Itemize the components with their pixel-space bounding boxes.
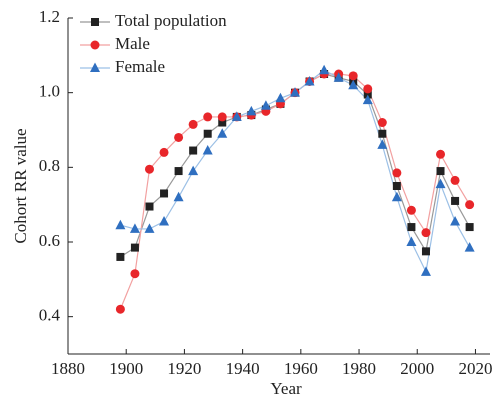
marker-square — [392, 182, 401, 190]
marker-triangle — [115, 219, 126, 230]
marker-circle — [363, 84, 373, 94]
marker-triangle — [246, 105, 257, 116]
marker-square — [465, 223, 474, 232]
marker-circle — [90, 40, 100, 50]
marker-triangle — [275, 92, 286, 103]
y-tick-label: 1.0 — [39, 82, 60, 101]
marker-square — [160, 189, 169, 198]
marker-circle — [392, 168, 402, 178]
marker-triangle — [202, 145, 213, 155]
marker-square — [174, 167, 183, 176]
y-tick-label: 1.2 — [39, 7, 60, 26]
x-tick-label: 1980 — [342, 359, 376, 378]
marker-circle — [406, 205, 416, 215]
marker-circle — [217, 112, 227, 122]
y-tick-label: 0.4 — [39, 306, 61, 325]
marker-square — [363, 90, 372, 99]
marker-triangle — [290, 87, 301, 97]
marker-square — [407, 223, 416, 232]
legend-label: Female — [115, 57, 165, 76]
marker-square — [451, 196, 460, 205]
marker-circle — [188, 119, 198, 129]
x-tick-label: 1900 — [109, 359, 143, 378]
legend-label: Male — [115, 34, 150, 53]
marker-triangle — [304, 75, 315, 86]
marker-circle — [377, 118, 387, 128]
marker-circle — [130, 269, 140, 279]
x-tick-label: 1960 — [284, 359, 318, 378]
marker-triangle — [173, 191, 184, 202]
marker-triangle — [188, 165, 199, 176]
marker-triangle — [260, 100, 271, 110]
marker-circle — [174, 132, 184, 142]
marker-triangle — [450, 215, 461, 226]
marker-circle — [436, 149, 446, 159]
x-tick-label: 2020 — [458, 359, 492, 378]
marker-circle — [450, 175, 460, 185]
marker-triangle — [333, 72, 344, 82]
marker-triangle — [377, 139, 388, 149]
marker-triangle — [391, 191, 402, 202]
x-tick-label: 1880 — [51, 359, 85, 378]
y-tick-label: 0.8 — [39, 156, 60, 175]
marker-circle — [159, 147, 169, 157]
marker-triangle — [90, 62, 100, 72]
marker-triangle — [420, 266, 431, 276]
marker-square — [421, 247, 430, 256]
marker-circle — [144, 164, 154, 174]
x-axis-label: Year — [270, 379, 302, 398]
x-tick-label: 1920 — [167, 359, 201, 378]
marker-square — [145, 202, 154, 211]
x-tick-label: 1940 — [226, 359, 260, 378]
marker-triangle — [129, 223, 140, 233]
marker-circle — [348, 71, 358, 81]
marker-square — [189, 146, 198, 155]
marker-square — [218, 118, 227, 127]
series-line — [120, 73, 471, 258]
marker-square — [130, 243, 139, 252]
marker-circle — [203, 112, 213, 122]
y-tick-label: 0.6 — [39, 231, 60, 250]
x-tick-label: 2000 — [400, 359, 434, 378]
marker-triangle — [217, 128, 228, 138]
marker-circle — [465, 200, 475, 210]
marker-square — [378, 129, 387, 138]
marker-triangle — [231, 111, 242, 121]
marker-square — [203, 129, 212, 138]
marker-triangle — [464, 242, 475, 252]
series-line — [119, 73, 471, 310]
marker-triangle — [362, 94, 373, 105]
y-axis-label: Cohort RR value — [11, 128, 30, 243]
marker-circle — [421, 228, 431, 238]
marker-triangle — [406, 236, 417, 246]
marker-circle — [115, 304, 125, 314]
marker-triangle — [159, 215, 170, 226]
legend-label: Total population — [115, 11, 227, 30]
marker-triangle — [319, 64, 330, 75]
series-line — [120, 69, 471, 274]
marker-square — [91, 18, 99, 26]
marker-triangle — [348, 79, 359, 90]
marker-square — [436, 167, 445, 176]
marker-square — [116, 252, 125, 261]
marker-triangle — [144, 223, 155, 233]
marker-triangle — [435, 178, 446, 189]
